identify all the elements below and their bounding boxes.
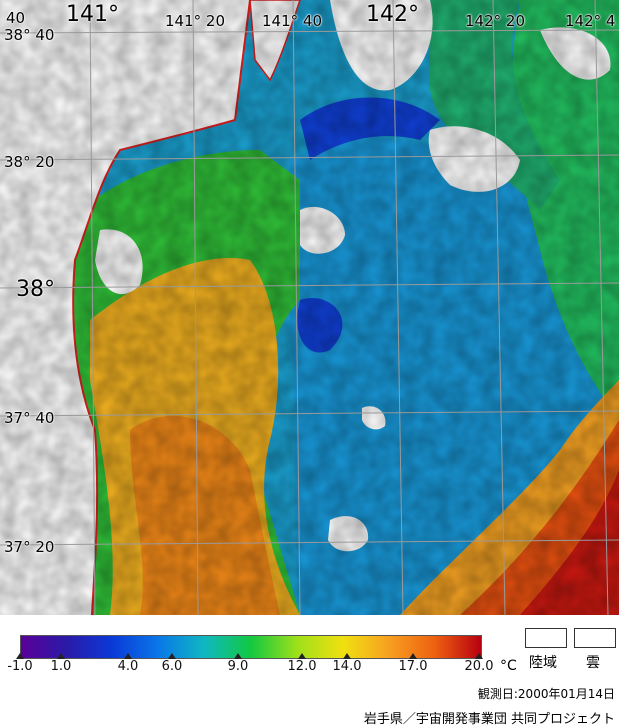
land-swatch [525,628,567,648]
colorbar-tick-label: 20.0 [464,659,494,674]
tick-mark [57,653,65,659]
cloud-swatch [574,628,616,648]
lon-label-141: 141° [66,2,119,27]
land-key-label: 陸域 [529,655,557,671]
lon-label-142-20: 142° 20 [465,12,525,30]
legend-panel: -1.0 1.0 4.0 6.0 9.0 12.0 14.0 17.0 20.0… [0,615,619,727]
lon-label-141-20: 141° 20 [165,12,225,30]
colorbar-tick-label: 9.0 [227,659,249,674]
colorbar-tick-label: -1.0 [7,659,33,674]
temperature-unit: °C [500,658,517,674]
lat-label-38: 38° [16,277,55,302]
tick-mark [343,653,351,659]
lon-label-141-40: 141° 40 [262,12,322,30]
temperature-colorbar [20,635,482,659]
lat-label-37-40: 37° 40 [4,409,55,427]
observation-date: 観測日:2000年01月14日 [477,687,615,701]
tick-mark [234,653,242,659]
cloud-key-label: 雲 [586,655,600,671]
colorbar-tick-label: 4.0 [117,659,139,674]
colorbar-tick-label: 12.0 [287,659,317,674]
corner-label: 40 [6,9,26,27]
tick-mark [409,653,417,659]
colorbar-tick-label: 14.0 [332,659,362,674]
tick-mark [298,653,306,659]
colorbar-tick-label: 17.0 [398,659,428,674]
tick-mark [168,653,176,659]
tick-mark [124,653,132,659]
lat-label-38-40: 38° 40 [4,26,55,44]
lon-label-142-40: 142° 4 [565,12,616,30]
tick-mark [475,653,483,659]
colorbar-tick-label: 1.0 [50,659,72,674]
lat-label-37-20: 37° 20 [4,538,55,556]
credit-line: 岩手県／宇宙開発事業団 共同プロジェクト [363,712,615,727]
lon-label-142: 142° [366,2,419,27]
tick-mark [16,653,24,659]
graticule-grid [0,0,619,615]
sea-surface-temperature-map [0,0,619,615]
colorbar-tick-label: 6.0 [161,659,183,674]
lat-label-38-20: 38° 20 [4,153,55,171]
texture-overlay [0,0,619,615]
